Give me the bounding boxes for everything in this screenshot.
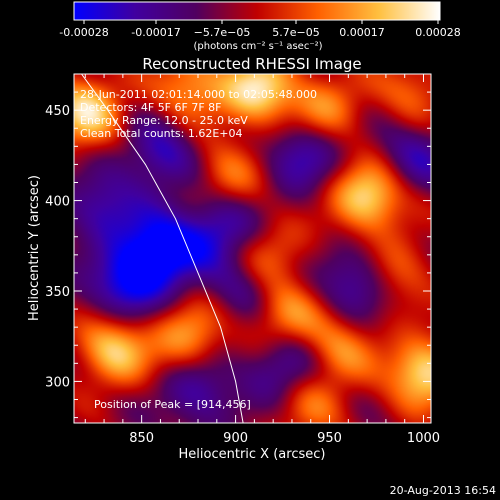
time-range-annotation: 28-Jun-2011 02:01:14.000 to 02:05:48.000 (80, 88, 317, 101)
plot-frame (73, 73, 432, 424)
x-tick-label: 1000 (407, 431, 440, 446)
x-tick-label: 850 (129, 431, 154, 446)
chart-title: Reconstructed RHESSI Image (142, 55, 361, 73)
solar-limb-curve (81, 74, 244, 423)
y-axis-label: Heliocentric Y (arcsec) (27, 175, 42, 321)
axis-ticks (74, 73, 431, 423)
energy-range-annotation: Energy Range: 12.0 - 25.0 keV (80, 114, 248, 127)
colorbar-tick-label: -0.00028 (59, 26, 108, 39)
heatmap-image (74, 74, 431, 423)
colorbar-tick-label: -0.00017 (131, 26, 180, 39)
x-axis-label: Heliocentric X (arcsec) (179, 447, 326, 462)
colorbar-tick-label: 5.7e−05 (272, 26, 319, 39)
y-tick-labels: 300 350 400 450 (45, 104, 70, 390)
peak-position-annotation: Position of Peak = [914,456] (94, 398, 251, 411)
x-tick-label: 950 (317, 431, 342, 446)
y-tick-label: 400 (45, 195, 70, 210)
colorbar-ticks (83, 20, 439, 24)
y-tick-label: 300 (45, 375, 70, 390)
colorbar-tick-label: −5.7e−05 (194, 26, 251, 39)
footer-date: 20-Aug-2013 16:54 (390, 484, 496, 497)
colorbar-unit-label: (photons cm⁻² s⁻¹ asec⁻²) (193, 41, 322, 52)
x-tick-label: 900 (223, 431, 248, 446)
colorbar-tick-label: 0.00017 (339, 26, 385, 39)
y-tick-label: 450 (45, 104, 70, 119)
colorbar-tick-label: 0.00028 (415, 26, 461, 39)
y-tick-label: 350 (45, 285, 70, 300)
detectors-annotation: Detectors: 4F 5F 6F 7F 8F (80, 101, 221, 114)
x-tick-labels: 850 900 950 1000 (129, 431, 440, 446)
colorbar (73, 1, 441, 21)
clean-annotation: Clean Total counts: 1.62E+04 (80, 127, 243, 140)
